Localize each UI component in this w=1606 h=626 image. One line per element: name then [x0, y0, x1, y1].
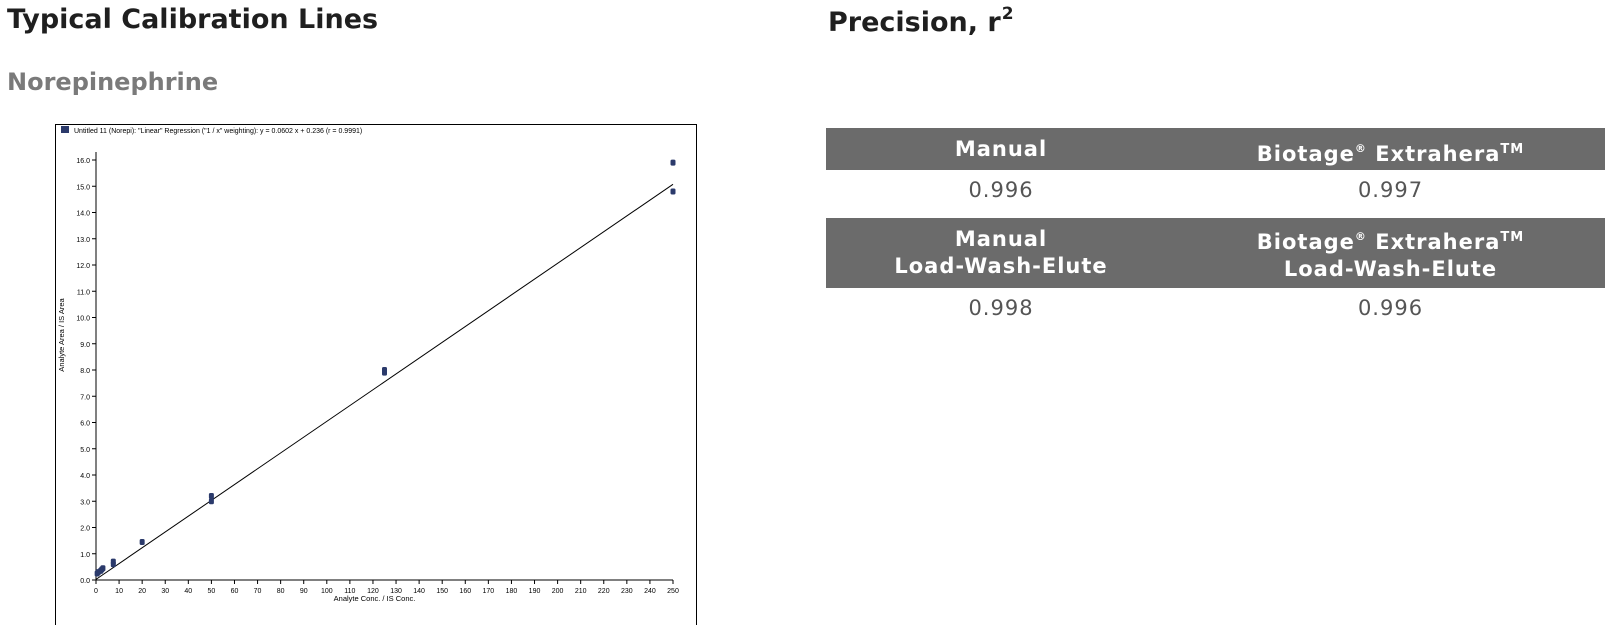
x-tick-label: 20 [138, 588, 146, 595]
y-tick-label: 16.0 [76, 158, 90, 165]
x-tick-label: 100 [321, 588, 333, 595]
y-tick-label: 5.0 [80, 447, 90, 454]
x-tick-label: 180 [506, 588, 518, 595]
x-tick-label: 200 [552, 588, 564, 595]
y-tick-label: 14.0 [76, 211, 90, 218]
x-tick-label: 70 [254, 588, 262, 595]
y-tick-label: 12.0 [76, 263, 90, 270]
data-point [208, 493, 214, 499]
y-tick-label: 15.0 [76, 184, 90, 191]
x-tick-label: 80 [277, 588, 285, 595]
header-label: Load-Wash-Elute [1283, 257, 1498, 281]
data-point [208, 498, 214, 505]
x-tick-label: 220 [598, 588, 610, 595]
calibration-chart: Untitled 11 (Norepi): "Linear" Regressio… [55, 124, 697, 625]
header-manual-lwe: Manual Load-Wash-Elute [826, 218, 1176, 288]
y-tick-label: 0.0 [80, 578, 90, 585]
header-label: Load-Wash-Elute [894, 254, 1108, 278]
legend-label: Untitled 11 (Norepi): "Linear" Regressio… [74, 128, 362, 135]
value-extrahera-lwe: 0.996 [1357, 296, 1424, 320]
y-tick-label: 1.0 [80, 552, 90, 559]
x-tick-label: 10 [115, 588, 123, 595]
x-axis-label: Analyte Conc. / IS Conc. [334, 594, 416, 603]
value-manual: 0.996 [968, 178, 1034, 202]
trademark-mark: TM [1500, 142, 1525, 157]
y-tick-label: 10.0 [76, 316, 90, 323]
header-label: Extrahera [1375, 142, 1501, 166]
y-tick-label: 13.0 [76, 237, 90, 244]
header-label: Biotage [1256, 142, 1355, 166]
precision-title-text: Precision, r [828, 7, 1001, 38]
section-title-calibration: Typical Calibration Lines [7, 4, 379, 35]
x-tick-label: 0 [94, 588, 98, 595]
x-tick-label: 30 [161, 588, 169, 595]
x-tick-label: 160 [459, 588, 471, 595]
y-tick-label: 4.0 [80, 473, 90, 480]
header-extrahera: Biotage® ExtraheraTM [1176, 128, 1605, 170]
value-manual-lwe: 0.998 [968, 296, 1034, 320]
x-tick-label: 240 [644, 588, 656, 595]
table-header-row: Manual Biotage® ExtraheraTM [826, 128, 1605, 170]
table-value-row: 0.996 0.997 [826, 170, 1605, 216]
x-tick-label: 40 [184, 588, 192, 595]
y-tick-label: 7.0 [80, 394, 90, 401]
x-tick-label: 230 [621, 588, 633, 595]
x-tick-label: 120 [367, 588, 379, 595]
data-point [110, 558, 116, 565]
data-point [670, 159, 676, 166]
x-tick-label: 170 [483, 588, 495, 595]
x-tick-label: 250 [667, 588, 679, 595]
data-point [382, 367, 387, 373]
precision-table-2: Manual Load-Wash-Elute Biotage® Extraher… [826, 218, 1605, 334]
precision-title-superscript: 2 [1001, 4, 1014, 24]
header-label: Manual [954, 227, 1048, 251]
header-extrahera-lwe: Biotage® ExtraheraTM Load-Wash-Elute [1176, 218, 1605, 288]
trademark-mark: TM [1500, 230, 1525, 245]
section-title-precision: Precision, r2 [828, 4, 1014, 38]
x-tick-label: 60 [231, 588, 239, 595]
x-tick-label: 140 [413, 588, 425, 595]
y-tick-label: 11.0 [77, 289, 90, 296]
x-tick-label: 190 [529, 588, 541, 595]
y-tick-label: 2.0 [80, 526, 90, 533]
calibration-chart-svg: Untitled 11 (Norepi): "Linear" Regressio… [57, 126, 679, 603]
precision-table-1: Manual Biotage® ExtraheraTM 0.996 0.997 [826, 128, 1605, 216]
header-label-brand: Biotage [1256, 230, 1355, 254]
registered-mark: ® [1354, 230, 1367, 243]
table-value-row: 0.998 0.996 [826, 288, 1605, 334]
value-extrahera: 0.997 [1357, 178, 1424, 202]
x-tick-label: 150 [436, 588, 448, 595]
x-tick-label: 90 [300, 588, 308, 595]
analyte-subtitle: Norepinephrine [7, 68, 219, 96]
header-label: Manual [954, 137, 1048, 161]
x-tick-label: 130 [390, 588, 402, 595]
y-tick-label: 9.0 [80, 342, 90, 349]
regression-line [95, 183, 674, 580]
header-label: Biotage® ExtraheraTM [1176, 223, 1605, 256]
x-tick-label: 50 [208, 588, 216, 595]
data-point [139, 538, 145, 545]
registered-mark: ® [1354, 142, 1367, 155]
x-tick-label: 110 [344, 588, 355, 595]
y-tick-label: 3.0 [80, 499, 90, 506]
data-point [670, 188, 676, 195]
y-axis-label: Analyte Area / IS Area [57, 297, 66, 371]
data-point [100, 565, 106, 572]
y-tick-label: 6.0 [80, 421, 90, 428]
header-label-product: Extrahera [1375, 230, 1501, 254]
y-tick-label: 8.0 [80, 368, 90, 375]
x-tick-label: 210 [575, 588, 587, 595]
legend-swatch [61, 126, 69, 133]
table-header-row: Manual Load-Wash-Elute Biotage® Extraher… [826, 218, 1605, 288]
header-manual: Manual [826, 128, 1176, 170]
